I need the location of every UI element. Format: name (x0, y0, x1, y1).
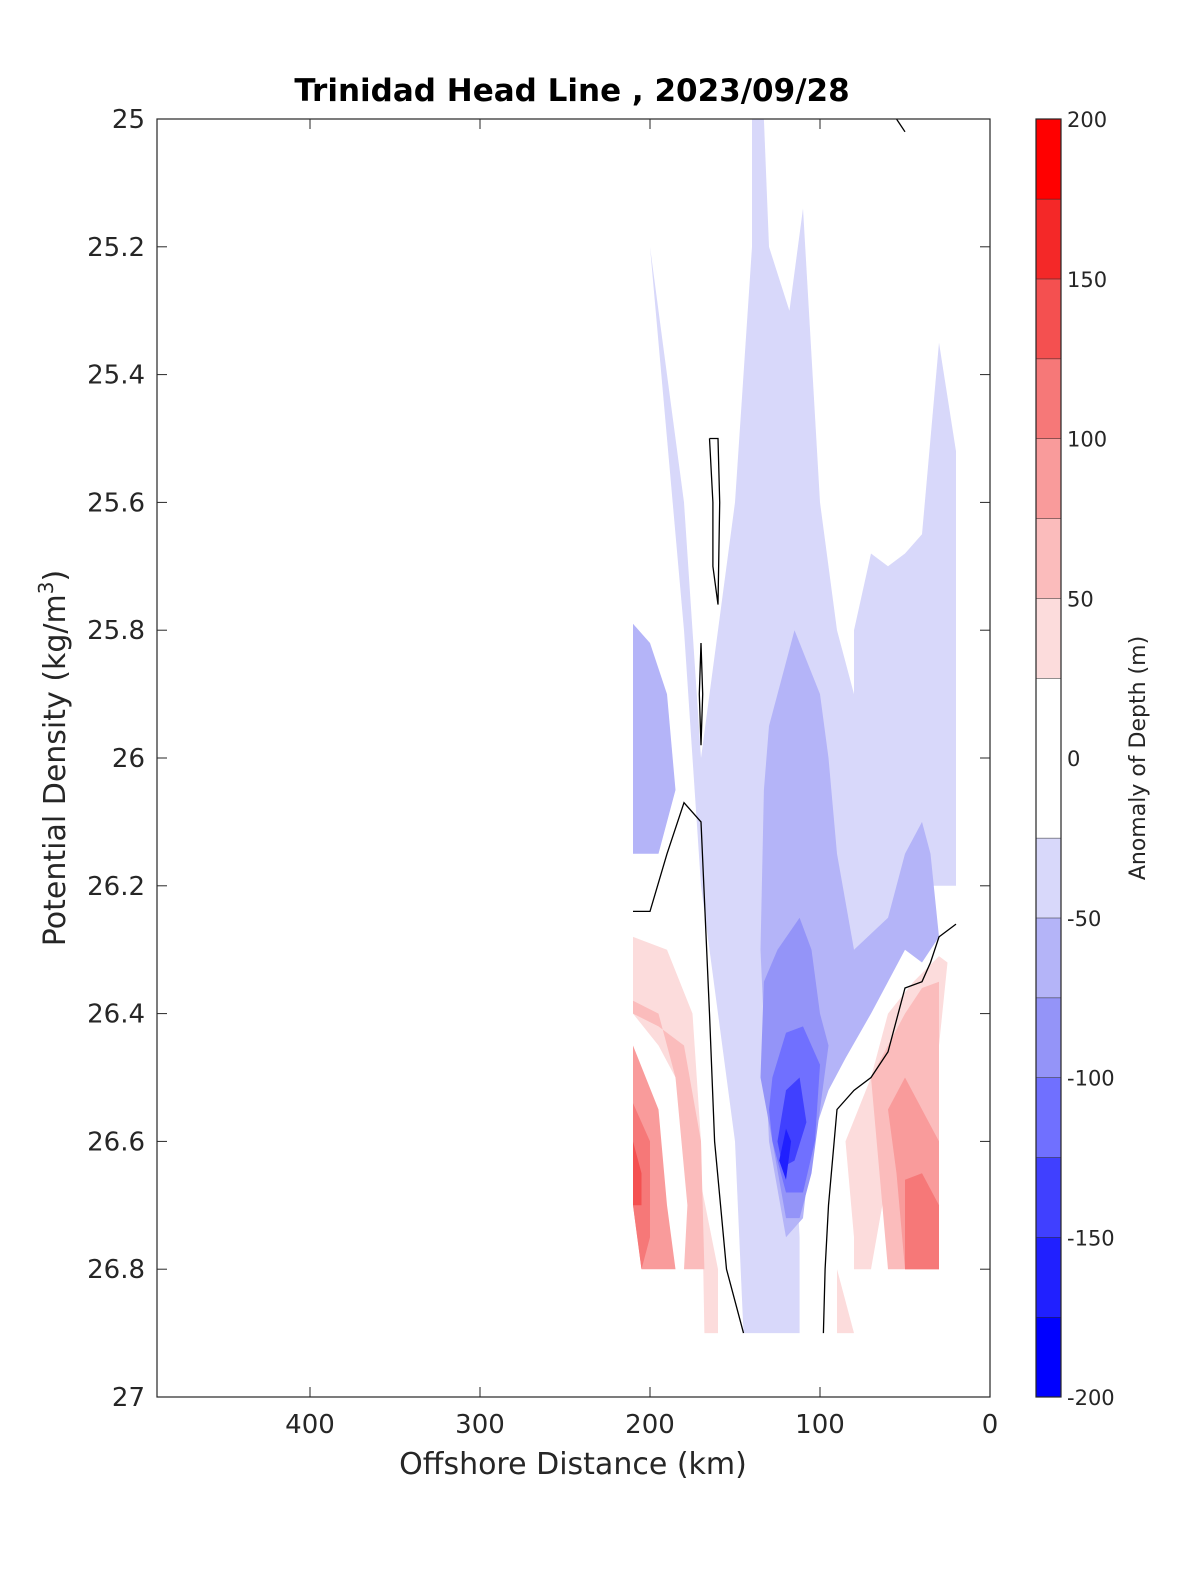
colorbar-segment (1036, 358, 1061, 439)
contour-region-8 (837, 1269, 854, 1334)
y-tick-label: 26 (112, 744, 145, 774)
colorbar-tick-label: 100 (1067, 428, 1107, 452)
y-tick-label: 27 (112, 1383, 145, 1413)
y-axis-label: Potential Density (kg/m3) (34, 570, 73, 946)
zero-contour-line-3 (895, 119, 906, 133)
x-tick-label: 300 (455, 1410, 505, 1440)
colorbar-label: Anomaly of Depth (m) (1126, 636, 1151, 880)
colorbar: -200 -150 -100 -50 0 50 100 150 200 (1035, 108, 1115, 1410)
x-tick-label: 200 (625, 1410, 675, 1440)
zero-contour-line-0 (708, 437, 721, 605)
colorbar-tick-label: -150 (1067, 1226, 1115, 1250)
colorbar-segment (1036, 997, 1061, 1078)
colorbar-tick-label: 50 (1067, 587, 1094, 611)
colorbar-segment (1036, 198, 1061, 279)
y-tick-label: 25.8 (87, 616, 145, 646)
zero-contour-line-4 (822, 923, 957, 1334)
y-tick-label: 25.2 (87, 233, 145, 263)
y-tick-label: 25.4 (87, 361, 145, 391)
zero-contour-line-1 (698, 642, 704, 746)
contour-fills (633, 119, 956, 1334)
contour-region-15 (905, 1173, 939, 1270)
colorbar-segment (1036, 438, 1061, 519)
y-tick-label: 26.6 (87, 1127, 145, 1157)
contour-region-1 (633, 623, 676, 854)
contour-region-6 (779, 1128, 792, 1180)
contour-region-10 (633, 1000, 705, 1270)
colorbar-border (1035, 118, 1062, 1398)
y-tick-label: 26.2 (87, 872, 145, 902)
colorbar-segment (1036, 598, 1061, 679)
colorbar-tick-label: -50 (1067, 907, 1101, 931)
y-tick-label: 26.8 (87, 1255, 145, 1285)
y-axis-ticks: 25 25.2 25.4 25.6 25.8 26 26.2 26.4 26.6 26.8 27 (87, 105, 990, 1413)
zero-contour-lines (633, 119, 957, 1334)
chart-title: Trinidad Head Line , 2023/09/28 (294, 73, 849, 109)
y-tick-label: 25 (112, 105, 145, 135)
x-axis-label: Offshore Distance (km) (399, 1447, 747, 1482)
colorbar-segment (1036, 1237, 1061, 1318)
zero-contour-line-2 (633, 801, 745, 1334)
colorbar-segment (1036, 119, 1061, 199)
x-axis-ticks: 400 300 200 100 0 (285, 119, 998, 1440)
colorbar-segment (1036, 678, 1061, 838)
x-tick-label: 400 (285, 1410, 335, 1440)
y-tick-label: 25.6 (87, 488, 145, 518)
colorbar-tick-label: 0 (1067, 747, 1080, 771)
colorbar-tick-label: -100 (1067, 1067, 1115, 1091)
colorbar-segment (1036, 1317, 1061, 1397)
colorbar-segment (1036, 518, 1061, 599)
colorbar-segment (1036, 837, 1061, 918)
contour-region-16 (633, 1141, 642, 1206)
colorbar-tick-label: 150 (1067, 268, 1107, 292)
contour-region-7 (633, 936, 718, 1334)
colorbar-segment (1036, 917, 1061, 998)
x-tick-label: 0 (982, 1410, 999, 1440)
colorbar-tick-label: -200 (1067, 1386, 1115, 1410)
x-tick-label: 100 (795, 1410, 845, 1440)
colorbar-segment (1036, 1157, 1061, 1238)
colorbar-segment (1036, 278, 1061, 359)
y-tick-label: 26.4 (87, 1000, 145, 1030)
colorbar-segment (1036, 1077, 1061, 1158)
colorbar-tick-label: 200 (1067, 108, 1107, 132)
